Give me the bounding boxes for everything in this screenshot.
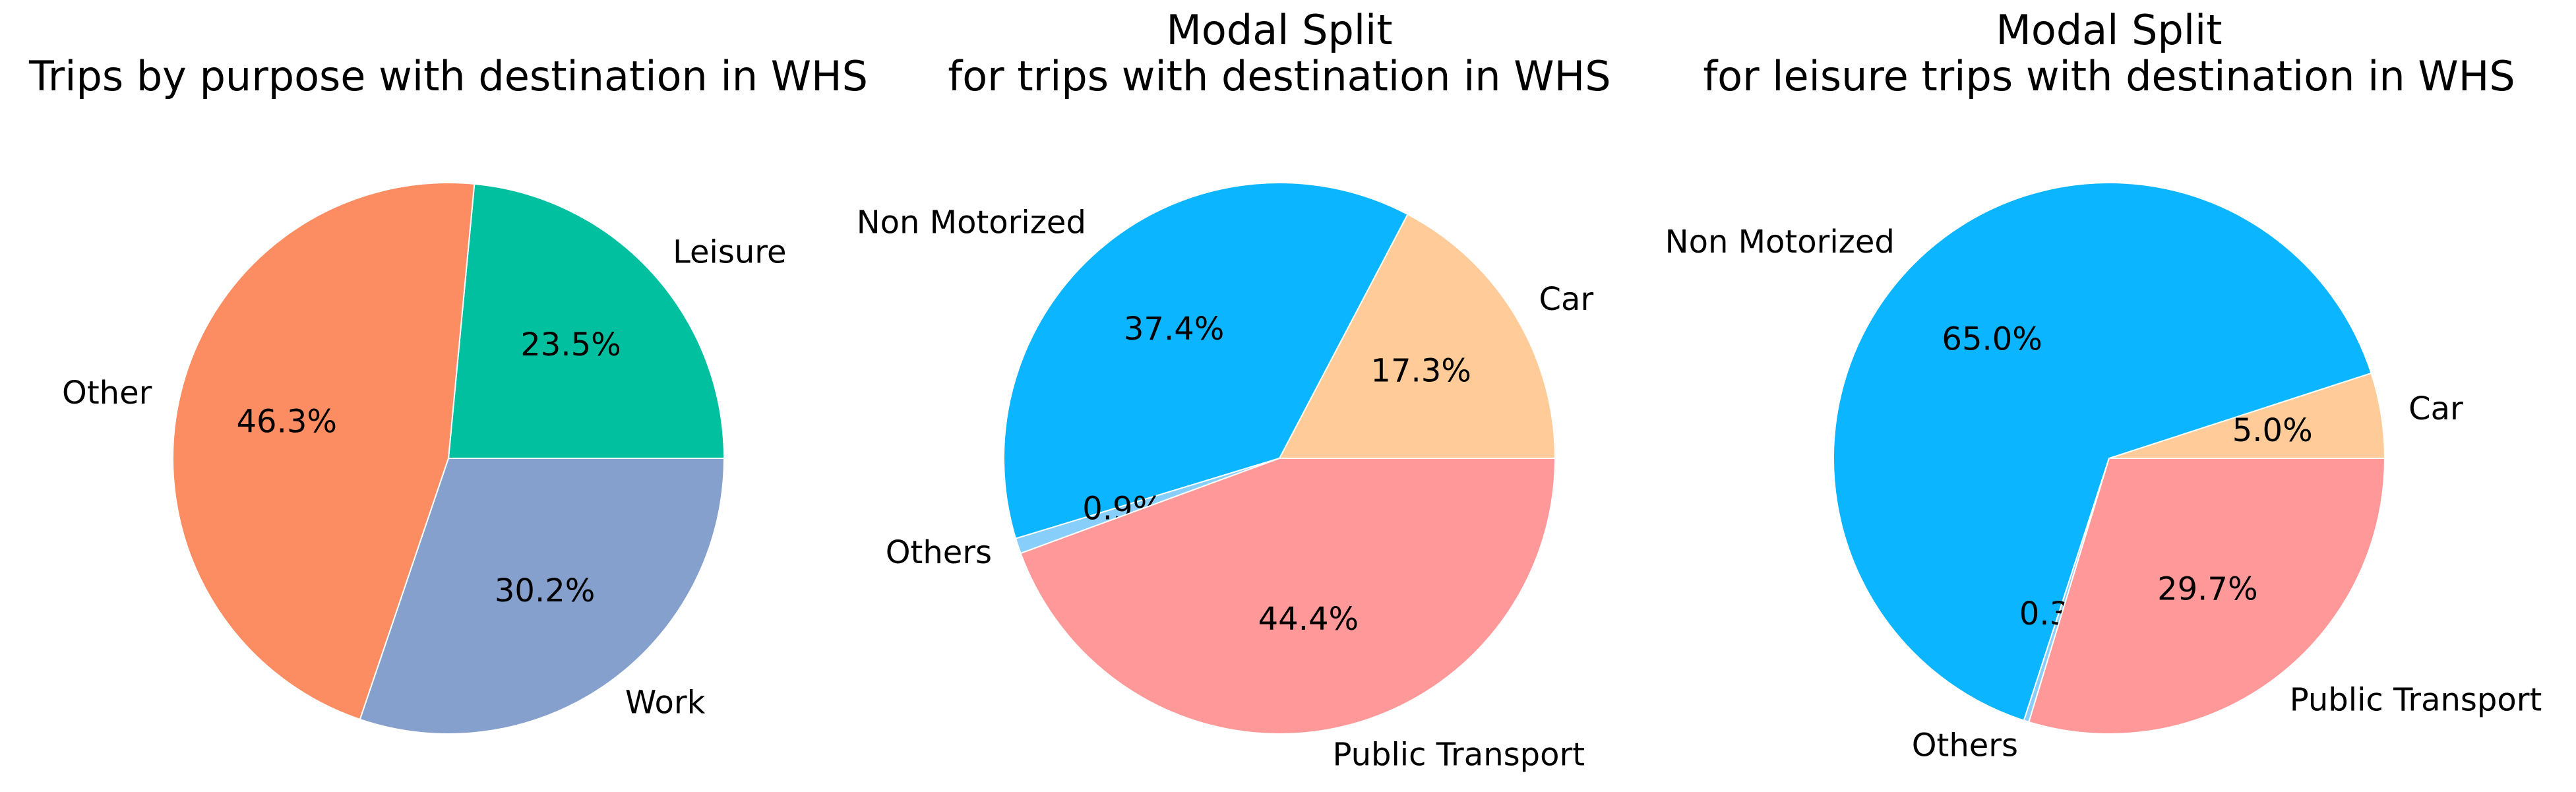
chart-title: Modal Split bbox=[1996, 6, 2222, 54]
value-label: 46.3% bbox=[236, 404, 336, 441]
category-label: Other bbox=[62, 375, 152, 411]
value-label: 30.2% bbox=[495, 572, 595, 609]
category-label: Others bbox=[1912, 727, 2018, 764]
category-label: Leisure bbox=[673, 234, 786, 271]
pie-slice bbox=[447, 183, 725, 459]
category-label: Public Transport bbox=[2290, 681, 2542, 718]
value-label: 17.3% bbox=[1370, 352, 1471, 389]
category-label: Public Transport bbox=[1332, 737, 1585, 774]
value-label: 65.0% bbox=[1942, 321, 2042, 358]
category-label: Car bbox=[2408, 390, 2463, 427]
category-label: Others bbox=[886, 534, 992, 571]
chart-subtitle: for trips with destination in WHS bbox=[948, 52, 1610, 100]
pie-slice bbox=[1003, 182, 1409, 539]
value-label: 44.4% bbox=[1258, 601, 1359, 638]
chart-title: Trips by purpose with destination in WHS bbox=[28, 52, 868, 100]
pie-slice bbox=[1020, 458, 1556, 735]
pie-slice bbox=[2028, 458, 2386, 735]
pie-slice bbox=[172, 182, 475, 721]
value-label: 37.4% bbox=[1124, 311, 1224, 348]
pie-slice bbox=[1278, 213, 1556, 459]
chart-title: Modal Split bbox=[1166, 6, 1392, 54]
chart-subtitle: for leisure trips with destination in WH… bbox=[1703, 52, 2515, 100]
category-label: Work bbox=[625, 685, 706, 721]
category-label: Non Motorized bbox=[857, 204, 1086, 241]
category-label: Non Motorized bbox=[1665, 224, 1895, 260]
pie-slice bbox=[1832, 182, 2372, 721]
value-label: 5.0% bbox=[2232, 412, 2313, 449]
pie-slice bbox=[359, 458, 725, 735]
value-label: 29.7% bbox=[2157, 571, 2257, 608]
category-label: Car bbox=[1539, 281, 1594, 318]
value-label: 23.5% bbox=[520, 326, 621, 363]
